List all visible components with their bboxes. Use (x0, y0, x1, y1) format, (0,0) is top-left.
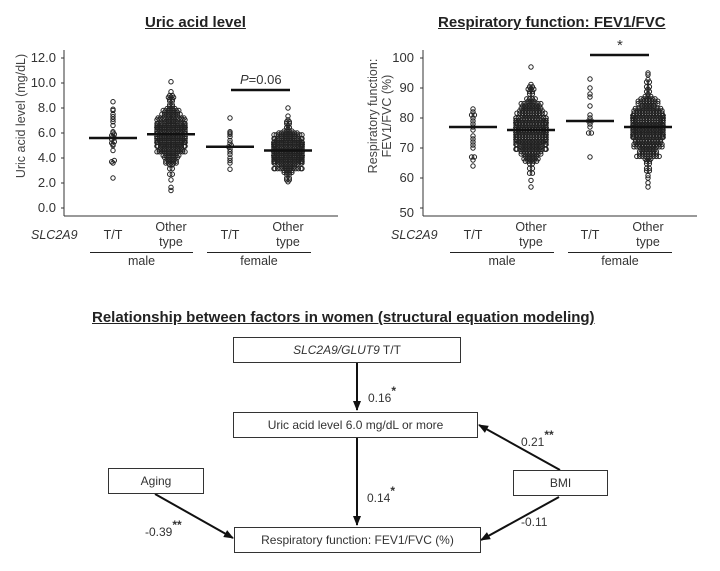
coef-aging-resp: -0.39** (145, 518, 182, 539)
y-tick: 6.0 (37, 125, 56, 140)
group-label-male: male (127, 254, 156, 268)
coef-gene-uric: 0.16* (368, 384, 397, 405)
category-label: T/T (463, 228, 483, 242)
group-label-female: female (601, 254, 639, 268)
group-divider-female (568, 252, 672, 253)
arrow-bmi-to-uric (478, 424, 561, 471)
category-label: Other type (515, 220, 547, 249)
category-label: Other type (272, 220, 304, 249)
fev-significance-annotation: * (617, 37, 623, 54)
coef-bmi-uric: 0.21** (521, 428, 554, 449)
uric-chart-title: Uric acid level (145, 14, 246, 31)
p-symbol: P (240, 72, 249, 87)
y-tick: 10.0 (30, 75, 56, 90)
diagram-title: Relationship between factors in women (s… (92, 309, 595, 326)
y-tick: 60 (399, 170, 414, 185)
p-value: =0.06 (248, 72, 282, 87)
node-aging: Aging (108, 468, 204, 494)
node-uric-acid: Uric acid level 6.0 mg/dL or more (233, 412, 478, 438)
arrow-bmi-to-resp (480, 496, 560, 541)
y-tick: 50 (399, 205, 414, 220)
category-label: Other type (155, 220, 187, 249)
category-label: T/T (103, 228, 123, 242)
y-tick: 12.0 (30, 50, 56, 65)
y-tick: 80 (399, 110, 414, 125)
coef-uric-resp: 0.14* (367, 484, 396, 505)
y-tick: 4.0 (37, 150, 56, 165)
y-tick: 2.0 (37, 175, 56, 190)
group-divider-male (90, 252, 193, 253)
category-label: T/T (220, 228, 240, 242)
uric-p-value-annotation: P=0.06 (240, 72, 282, 87)
category-label: T/T (580, 228, 600, 242)
y-tick: 0.0 (37, 200, 56, 215)
fev-chart-title: Respiratory function: FEV1/FVC (438, 14, 666, 31)
y-tick: 100 (392, 50, 414, 65)
y-tick: 90 (399, 80, 414, 95)
y-tick: 70 (399, 140, 414, 155)
node-respiratory-function: Respiratory function: FEV1/FVC (%) (234, 527, 481, 553)
group-divider-female (207, 252, 311, 253)
coef-bmi-resp: -0.11 (521, 515, 548, 529)
fev-gene-label: SLC2A9 (391, 228, 438, 242)
node-bmi: BMI (513, 470, 608, 496)
category-label: Other type (632, 220, 664, 249)
group-label-female: female (240, 254, 278, 268)
uric-gene-label: SLC2A9 (31, 228, 78, 242)
y-tick: 8.0 (37, 100, 56, 115)
arrow-aging-to-resp (154, 493, 234, 539)
group-divider-male (450, 252, 554, 253)
group-label-male: male (488, 254, 516, 268)
node-gene-slc2a9: SLC2A9/GLUT9 T/T (233, 337, 461, 363)
